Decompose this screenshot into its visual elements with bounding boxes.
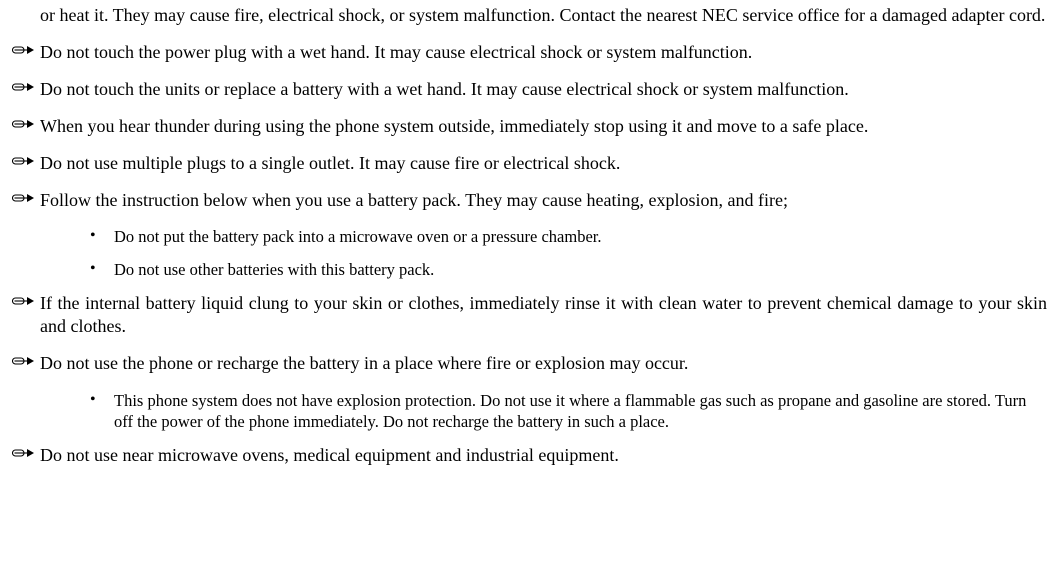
warning-arrow-icon bbox=[12, 155, 34, 167]
bullet-icon: • bbox=[90, 226, 114, 246]
warning-text: Do not use the phone or recharge the bat… bbox=[40, 352, 1047, 375]
icon-slot bbox=[12, 292, 40, 307]
warning-text: Do not use multiple plugs to a single ou… bbox=[40, 152, 1047, 175]
sublist-text: Do not put the battery pack into a micro… bbox=[114, 226, 602, 247]
icon-slot bbox=[12, 444, 40, 459]
sublist-item: •Do not put the battery pack into a micr… bbox=[90, 226, 1047, 247]
warning-text: Do not touch the power plug with a wet h… bbox=[40, 41, 1047, 64]
sublist-text: Do not use other batteries with this bat… bbox=[114, 259, 434, 280]
icon-slot bbox=[12, 189, 40, 204]
warning-text: Do not touch the units or replace a batt… bbox=[40, 78, 1047, 101]
warning-text: or heat it. They may cause fire, electri… bbox=[40, 4, 1047, 27]
bullet-icon: • bbox=[90, 390, 114, 410]
warning-item: or heat it. They may cause fire, electri… bbox=[12, 4, 1047, 27]
warning-text: When you hear thunder during using the p… bbox=[40, 115, 1047, 138]
warning-item: Do not use multiple plugs to a single ou… bbox=[12, 152, 1047, 175]
sublist-item: •This phone system does not have explosi… bbox=[90, 390, 1047, 432]
warning-arrow-icon bbox=[12, 192, 34, 204]
warning-item: If the internal battery liquid clung to … bbox=[12, 292, 1047, 338]
warning-text: If the internal battery liquid clung to … bbox=[40, 292, 1047, 338]
icon-slot bbox=[12, 78, 40, 93]
icon-slot bbox=[12, 352, 40, 367]
warning-sublist: •This phone system does not have explosi… bbox=[90, 390, 1047, 432]
sublist-item: •Do not use other batteries with this ba… bbox=[90, 259, 1047, 280]
warning-item: Do not use the phone or recharge the bat… bbox=[12, 352, 1047, 375]
icon-slot bbox=[12, 152, 40, 167]
warning-item: Do not use near microwave ovens, medical… bbox=[12, 444, 1047, 467]
warning-sublist: •Do not put the battery pack into a micr… bbox=[90, 226, 1047, 280]
sublist-text: This phone system does not have explosio… bbox=[114, 390, 1047, 432]
warning-arrow-icon bbox=[12, 81, 34, 93]
safety-warning-list: or heat it. They may cause fire, electri… bbox=[12, 4, 1047, 467]
warning-item: Follow the instruction below when you us… bbox=[12, 189, 1047, 212]
warning-arrow-icon bbox=[12, 447, 34, 459]
warning-arrow-icon bbox=[12, 295, 34, 307]
warning-arrow-icon bbox=[12, 44, 34, 56]
icon-slot bbox=[12, 115, 40, 130]
warning-arrow-icon bbox=[12, 355, 34, 367]
bullet-icon: • bbox=[90, 259, 114, 279]
warning-item: When you hear thunder during using the p… bbox=[12, 115, 1047, 138]
icon-slot bbox=[12, 41, 40, 56]
warning-item: Do not touch the units or replace a batt… bbox=[12, 78, 1047, 101]
warning-text: Do not use near microwave ovens, medical… bbox=[40, 444, 1047, 467]
warning-item: Do not touch the power plug with a wet h… bbox=[12, 41, 1047, 64]
warning-text: Follow the instruction below when you us… bbox=[40, 189, 1047, 212]
warning-arrow-icon bbox=[12, 118, 34, 130]
